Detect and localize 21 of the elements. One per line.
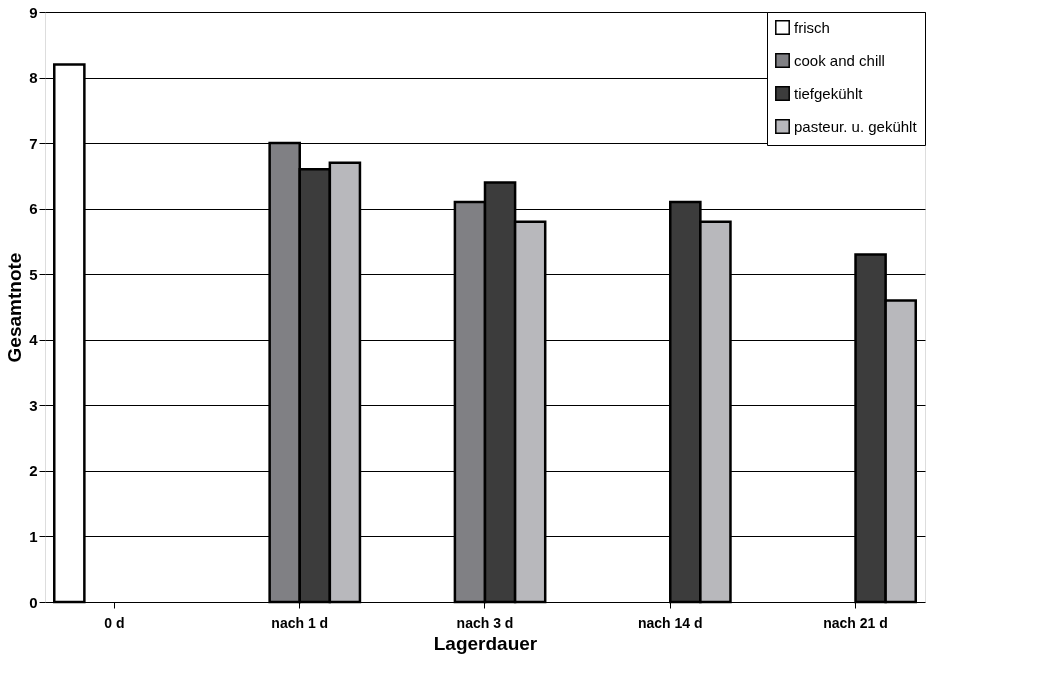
x-tick-label: nach 1 d [271,614,329,631]
y-tick-label: 7 [29,134,38,152]
y-tick-label: 6 [29,200,38,218]
legend-label: frisch [794,18,830,36]
y-tick-label: 3 [29,396,38,414]
legend-label: pasteur. u. gekühlt [794,117,918,135]
x-tick-label: 0 d [104,614,125,631]
y-tick-label: 2 [29,462,38,480]
legend-label: tiefgekühlt [794,84,864,102]
y-tick-label: 9 [29,3,38,21]
y-tick-label: 5 [29,265,38,283]
x-tick-label: nach 14 d [637,614,703,631]
y-tick-label: 1 [29,527,38,545]
x-axis-title: Lagerdauer [433,632,538,654]
y-tick-label: 0 [29,593,38,611]
legend-label: cook and chill [794,51,885,69]
x-tick-label: nach 21 d [823,614,888,631]
y-axis-title: Gesamtnote [4,252,26,363]
x-tick-label: nach 3 d [456,614,514,631]
y-tick-label: 4 [29,331,39,349]
y-tick-label: 8 [29,69,38,87]
